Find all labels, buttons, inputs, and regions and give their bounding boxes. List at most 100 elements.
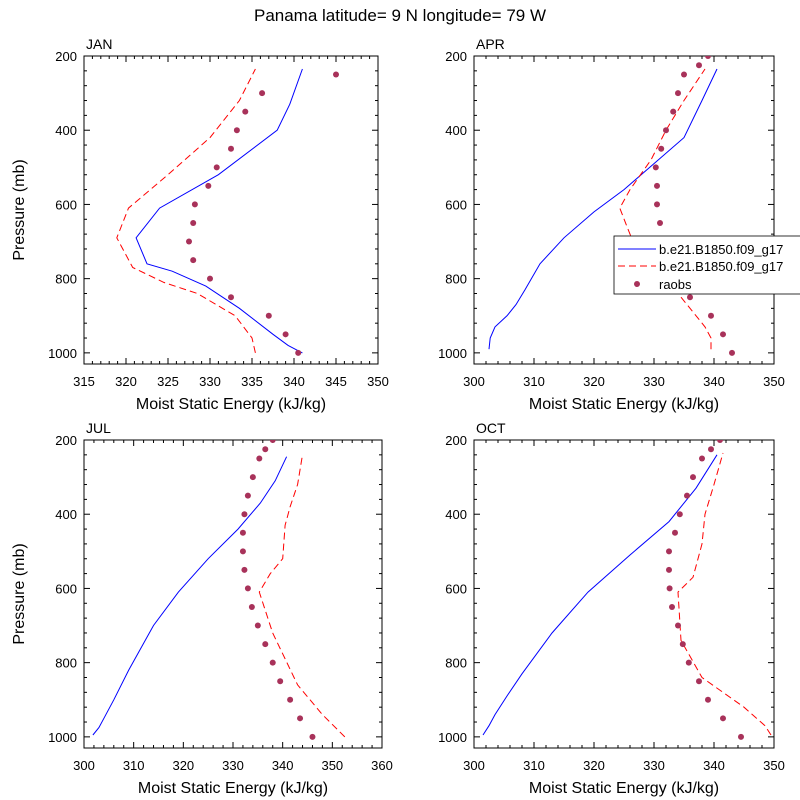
raobs-point: [244, 492, 251, 499]
raobs-point: [720, 331, 726, 338]
x-tick-label: 320: [583, 758, 605, 773]
raobs-point: [282, 331, 289, 338]
y-tick-label: 400: [55, 123, 77, 138]
model-dashed-line: [258, 454, 346, 738]
y-tick-label: 600: [445, 581, 467, 596]
raobs-point: [696, 678, 702, 685]
y-tick-label: 200: [445, 49, 467, 64]
model-dashed-line: [677, 452, 772, 736]
raobs-point: [244, 585, 251, 592]
x-tick-label: 330: [643, 374, 665, 389]
raobs-point: [186, 238, 192, 245]
y-tick-label: 600: [55, 581, 77, 596]
raobs-point: [265, 312, 272, 319]
raobs-point: [269, 440, 276, 443]
raobs-point: [213, 164, 220, 171]
x-tick-label: 340: [272, 758, 294, 773]
raobs-markers: [652, 56, 735, 356]
raobs-point: [228, 294, 234, 301]
raobs-point: [207, 275, 213, 282]
raobs-point: [666, 566, 672, 573]
raobs-point: [241, 511, 248, 518]
raobs-point: [256, 455, 263, 462]
raobs-point: [717, 440, 723, 443]
x-tick-label: 325: [157, 374, 179, 389]
raobs-point: [654, 201, 660, 208]
raobs-point: [658, 145, 665, 152]
raobs-point: [242, 108, 249, 115]
raobs-point: [249, 474, 256, 481]
raobs-point: [738, 733, 744, 740]
raobs-point: [262, 641, 269, 648]
model-solid-line: [482, 454, 718, 736]
raobs-point: [190, 257, 197, 264]
raobs-point: [670, 108, 677, 115]
model-solid-line: [135, 68, 303, 354]
raobs-point: [191, 201, 198, 208]
plot-area: [92, 440, 346, 740]
panel-jan: JAN 315 320 325 330 335 340 345 350 200 400 600 800 1…: [11, 36, 389, 413]
x-tick-label: 310: [523, 758, 545, 773]
raobs-point: [696, 62, 702, 69]
raobs-point: [228, 145, 234, 152]
panel-title: APR: [476, 36, 505, 52]
raobs-point: [675, 622, 681, 629]
raobs-point: [309, 733, 316, 740]
plot-area: [482, 440, 772, 740]
raobs-markers: [186, 71, 339, 356]
y-tick-label: 200: [55, 433, 77, 448]
panel-jul: JUL 300 310 320 330 340 350 360 200 400 600 800 1000…: [11, 420, 393, 797]
raobs-markers: [239, 440, 316, 740]
raobs-point: [239, 529, 246, 536]
x-tick-label: 330: [643, 758, 665, 773]
raobs-point: [679, 641, 686, 648]
y-tick-label: 600: [445, 197, 467, 212]
y-tick-label: 200: [55, 49, 77, 64]
raobs-point: [233, 127, 240, 134]
raobs-markers: [666, 440, 744, 740]
x-tick-label: 345: [325, 374, 347, 389]
y-tick-label: 1000: [48, 346, 77, 361]
y-axis-title: Pressure (mb): [11, 159, 28, 260]
y-tick-label: 200: [445, 433, 467, 448]
raobs-point: [262, 446, 269, 453]
x-tick-label: 330: [199, 374, 221, 389]
x-axis-title: Moist Static Energy (kJ/kg): [529, 780, 719, 797]
x-tick-label: 300: [463, 374, 485, 389]
raobs-point: [684, 492, 690, 499]
legend: b.e21.B1850.f09_g17 b.e21.B1850.f09_g17ra…: [613, 235, 800, 295]
raobs-point: [652, 164, 659, 171]
raobs-point: [705, 56, 711, 59]
x-tick-label: 310: [123, 758, 145, 773]
x-axis-title: Moist Static Energy (kJ/kg): [136, 396, 326, 413]
x-tick-label: 340: [703, 374, 725, 389]
plot-frame: [83, 439, 383, 749]
plot-area: [488, 56, 735, 356]
raobs-point: [708, 312, 714, 319]
plot-frame: [473, 55, 775, 365]
raobs-point: [685, 659, 692, 666]
x-tick-label: 330: [222, 758, 244, 773]
x-tick-label: 320: [172, 758, 194, 773]
y-tick-label: 800: [445, 272, 467, 287]
y-tick-label: 1000: [438, 730, 467, 745]
raobs-point: [287, 696, 294, 703]
raobs-point: [241, 566, 248, 573]
y-tick-label: 800: [445, 656, 467, 671]
raobs-point: [675, 90, 681, 97]
raobs-point: [295, 349, 302, 356]
legend-box: [613, 235, 800, 295]
legend-label: b.e21.B1850.f09_g17: [659, 259, 783, 274]
y-tick-label: 800: [55, 656, 77, 671]
legend-raobs-marker: [634, 281, 640, 287]
raobs-point: [259, 90, 266, 97]
plot-frame: [473, 439, 775, 749]
raobs-point: [269, 659, 276, 666]
raobs-point: [205, 182, 212, 189]
raobs-point: [333, 71, 339, 78]
raobs-point: [729, 349, 735, 356]
y-tick-label: 1000: [48, 730, 77, 745]
x-axis-title: Moist Static Energy (kJ/kg): [529, 396, 719, 413]
x-tick-label: 315: [73, 374, 95, 389]
